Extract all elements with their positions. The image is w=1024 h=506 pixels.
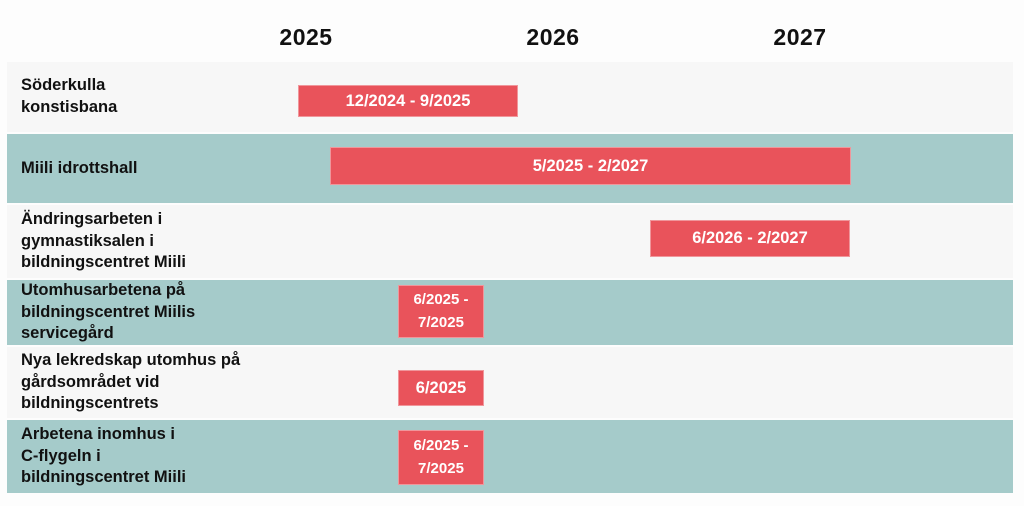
task-label-line: Miili idrottshall [21, 158, 138, 177]
task-label-line: konstisbana [21, 98, 118, 116]
task-label-line: Ändringsarbeten i [21, 209, 163, 228]
task-label-line: Utomhusarbetena på [21, 280, 186, 299]
year-label: 2026 [526, 24, 580, 50]
task-label-line: bildningscentret Miilis [21, 302, 196, 321]
task-bar-label: 7/2025 [418, 459, 464, 477]
task-row: Utomhusarbetena på bildningscentret Miili… [7, 280, 1013, 345]
timeline-year-header: 2025 2026 2027 [0, 0, 1024, 62]
year-label: 2025 [279, 24, 333, 50]
year-label: 2027 [773, 24, 827, 50]
task-row: Nya lekredskap utomhus på gårdsområdet vi… [7, 347, 1013, 418]
task-bar-label: 6/2025 [415, 378, 467, 397]
task-bar-label: 5/2025 - 2/2027 [532, 156, 649, 175]
task-bar: 6/2025 - 7/2025 [398, 285, 484, 338]
task-bar-label: 6/2026 - 2/2027 [692, 229, 808, 247]
task-bar-label: 12/2024 - 9/2025 [345, 91, 471, 110]
task-label-line: Arbetena inomhus i [21, 424, 176, 443]
task-label-line: Söderkulla [21, 76, 106, 95]
task-bar: 6/2025 [398, 370, 484, 406]
task-label-line: gymnastiksalen i [21, 231, 154, 250]
task-label-line: Nya lekredskap utomhus på [21, 350, 241, 369]
task-row: Söderkulla konstisbana 12/2024 - 9/2025 [7, 62, 1013, 132]
task-label-line: servicegård [21, 324, 114, 343]
task-label: Nya lekredskap utomhus på gårdsområdet vi… [7, 347, 240, 418]
task-bar: 5/2025 - 2/2027 [330, 147, 851, 185]
task-bar-label: 6/2025 - [413, 291, 469, 308]
task-label: Utomhusarbetena på bildningscentret Miili… [7, 280, 195, 345]
task-label-line: gårdsområdet vid [21, 372, 160, 391]
task-label: Söderkulla konstisbana [7, 62, 117, 132]
task-bar: 12/2024 - 9/2025 [298, 85, 518, 117]
task-label: Ändringsarbeten i gymnastiksalen i bildnin… [7, 205, 186, 278]
task-label-line: bildningscentret Miili [21, 253, 187, 272]
task-row: Arbetena inomhus i C-flygeln i bildningsce… [7, 420, 1013, 493]
task-row: Miili idrottshall 5/2025 - 2/2027 [7, 134, 1013, 203]
task-label-line: bildningscentrets [21, 394, 159, 413]
task-label-line: bildningscentret Miili [21, 468, 187, 487]
task-bar: 6/2025 - 7/2025 [398, 430, 484, 485]
task-bar-label: 6/2025 - [413, 437, 469, 454]
task-label-line: C-flygeln i [21, 446, 101, 465]
task-label: Miili idrottshall [7, 134, 137, 203]
task-label: Arbetena inomhus i C-flygeln i bildningsce… [7, 420, 186, 493]
task-bar-label: 7/2025 [418, 313, 464, 331]
task-bar: 6/2026 - 2/2027 [650, 220, 850, 257]
task-row: Ändringsarbeten i gymnastiksalen i bildnin… [7, 205, 1013, 278]
